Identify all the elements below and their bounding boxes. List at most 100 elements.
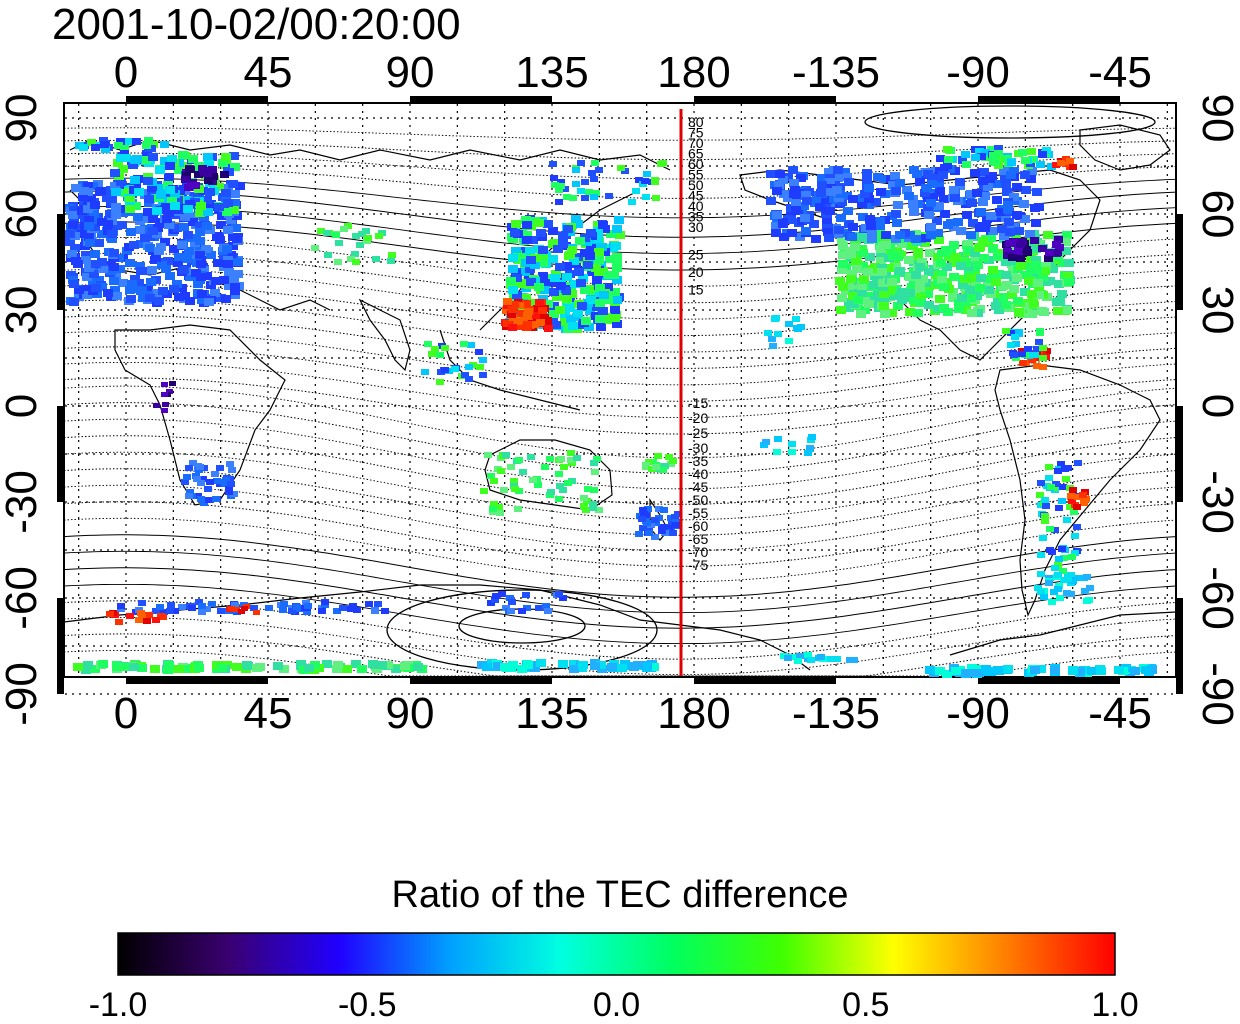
data-pixel: [436, 352, 444, 358]
data-pixel: [507, 464, 515, 470]
data-pixel: [204, 177, 213, 184]
data-pixel: [1012, 341, 1020, 347]
data-pixel: [231, 224, 241, 232]
data-pixel: [1052, 481, 1060, 487]
data-pixel: [230, 190, 240, 198]
data-pixel: [91, 260, 101, 268]
north-pole-contour: [864, 105, 1156, 139]
data-pixel: [1021, 157, 1030, 164]
data-pixel: [351, 660, 361, 668]
data-pixel: [1059, 484, 1067, 490]
data-pixel: [567, 457, 575, 463]
data-pixel: [508, 599, 516, 605]
data-pixel: [508, 265, 518, 273]
data-pixel: [774, 436, 782, 442]
data-pixel: [560, 318, 570, 326]
data-pixel: [774, 331, 782, 337]
data-pixel: [876, 257, 886, 265]
colorbar-tick-label: 0.0: [593, 986, 640, 1024]
longitude-tick-label: 0: [114, 48, 138, 97]
data-pixel: [431, 346, 439, 352]
data-pixel: [69, 280, 79, 288]
data-pixel: [82, 291, 92, 299]
data-pixel: [801, 227, 811, 235]
data-pixel: [957, 294, 967, 302]
data-pixel: [514, 506, 522, 512]
data-pixel: [154, 297, 164, 305]
data-pixel: [669, 530, 677, 536]
data-pixel: [169, 245, 179, 253]
data-pixel: [589, 501, 597, 507]
data-pixel: [196, 202, 206, 210]
data-pixel: [113, 159, 123, 167]
data-pixel: [864, 195, 874, 203]
data-pixel: [578, 661, 588, 669]
left-axis-bar: [57, 406, 64, 502]
data-pixel: [541, 464, 549, 470]
data-pixel: [125, 259, 135, 267]
top-axis-bar: [410, 96, 552, 103]
data-pixel: [162, 215, 172, 223]
data-pixel: [807, 657, 815, 663]
data-pixel: [482, 663, 492, 671]
data-pixel: [787, 229, 797, 237]
data-pixel: [364, 235, 372, 241]
data-pixel: [1007, 291, 1017, 299]
data-pixel: [304, 664, 314, 672]
data-pixel: [164, 209, 174, 217]
latitude-tick-label: 30: [0, 286, 46, 335]
contour-line: [63, 377, 1177, 435]
contour-line: [63, 534, 1177, 598]
data-pixel: [762, 439, 770, 445]
data-pixel: [510, 478, 518, 484]
data-pixel: [617, 165, 625, 171]
contour-label: -35: [688, 453, 708, 469]
data-pixel: [791, 199, 801, 207]
data-pixel: [934, 236, 944, 244]
data-pixel: [993, 180, 1003, 188]
data-pixel: [1071, 550, 1079, 556]
data-pixel: [788, 449, 796, 455]
data-pixel: [179, 223, 189, 231]
data-pixel: [649, 663, 659, 671]
data-pixel: [241, 606, 248, 611]
data-pixel: [972, 189, 982, 197]
data-pixel: [1044, 255, 1053, 262]
data-pixel: [555, 306, 565, 314]
data-pixel: [970, 249, 980, 257]
latitude-tick-label: -60: [1193, 566, 1240, 630]
data-pixel: [913, 253, 923, 261]
data-pixel: [164, 661, 174, 669]
data-pixel: [132, 138, 141, 145]
data-pixel: [974, 669, 984, 677]
data-pixel: [136, 267, 146, 275]
longitude-tick-label: -90: [946, 689, 1010, 738]
data-pixel: [858, 262, 868, 270]
data-pixel: [665, 454, 673, 460]
data-pixel: [197, 480, 205, 486]
data-pixel: [208, 601, 216, 607]
data-pixel: [895, 267, 905, 275]
data-pixel: [123, 138, 132, 145]
data-pixel: [1028, 156, 1037, 163]
data-pixel: [1022, 302, 1032, 310]
data-pixel: [129, 663, 139, 671]
contour-label: 30: [688, 219, 704, 235]
data-pixel: [563, 304, 573, 312]
data-pixel: [169, 285, 179, 293]
data-pixel: [1035, 339, 1043, 345]
data-pixel: [948, 294, 958, 302]
data-pixel: [513, 318, 522, 325]
data-pixel: [926, 231, 936, 239]
data-pixel: [1055, 505, 1063, 511]
data-pixel: [558, 240, 568, 248]
data-pixel: [370, 661, 380, 669]
data-pixel: [1038, 273, 1048, 281]
data-pixel: [597, 243, 607, 251]
data-pixel: [1045, 464, 1053, 470]
data-pixel: [802, 197, 812, 205]
data-pixel: [195, 251, 205, 259]
data-pixel: [487, 473, 495, 479]
colorbar-title: Ratio of the TEC difference: [391, 874, 849, 916]
data-pixel: [1033, 363, 1041, 369]
